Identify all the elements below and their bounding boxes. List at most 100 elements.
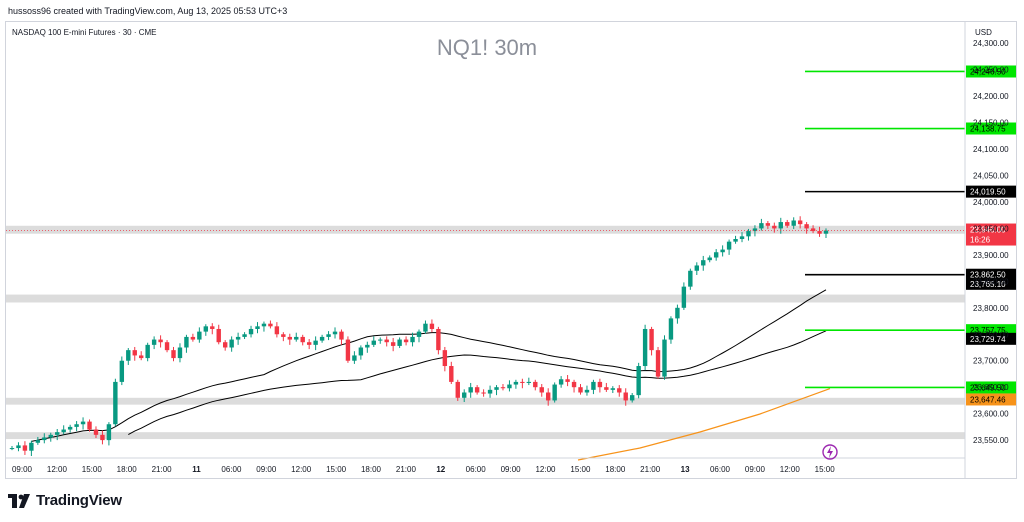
candle-body [313,340,318,345]
time-tick-label: 09:00 [12,465,33,474]
candle-body [203,326,209,332]
time-tick-label: 18:00 [605,465,626,474]
candle-body [222,342,228,348]
candle-body [171,350,176,359]
indicator-tag-label: 23,765.10 [970,280,1006,289]
price-tick-label: 23,650.00 [973,383,1009,392]
indicator-tag [966,332,1016,345]
candle-body [384,339,389,343]
ma-upper-line [31,289,827,442]
time-tick-label: 09:00 [745,465,766,474]
candle-body [636,366,641,396]
candle-body [248,328,254,335]
time-axis: 09:00 12:00 15:00 18:00 21:00 11 06:00 09:00 12:… [6,457,965,474]
level-tag-label: 23,757.75 [970,326,1006,335]
level-tag [966,185,1016,198]
price-tick-label: 23,850.00 [973,277,1009,286]
candle-body [29,442,34,451]
time-tick-label: 12:00 [780,465,801,474]
candle-body [67,426,73,430]
candle-body [287,336,292,340]
candle-body [494,387,499,390]
price-tick-label: 24,100.00 [973,145,1009,154]
level-tag-label: 24,246.50 [970,67,1006,76]
candle-body [797,220,803,225]
candle-body [190,336,196,340]
candle-body [707,257,712,261]
chart-frame[interactable] [5,21,1017,479]
candle-body [662,339,667,377]
candle-body [429,323,435,329]
candle-body [474,387,480,393]
candle-body [268,323,273,327]
price-tick-label: 23,750.00 [973,330,1009,339]
candle-body [371,340,376,345]
candle-body [513,381,519,385]
indicator-tag [966,393,1016,406]
level-tag-label: 24,019.50 [970,188,1006,197]
candle-body [106,424,112,441]
candle-body [306,342,312,345]
level-tag-label: 23,862.50 [970,271,1006,280]
price-tick-label: 23,800.00 [973,304,1009,313]
candle-body [823,230,829,234]
level-tag [966,268,1016,281]
candle-body [675,307,680,319]
candle-body [629,395,635,401]
candle-body [42,437,47,441]
candle-body [739,236,745,239]
candle-body [100,434,105,441]
zone-band [6,225,965,234]
last-price-label: 23,946.00 [970,226,1006,235]
candle-body [810,228,816,232]
time-tick-label: 15:00 [570,465,591,474]
candle-body [158,339,163,343]
candle-body [326,334,331,337]
alert-icon[interactable] [822,444,838,460]
candle-body [423,323,428,332]
candle-body [546,392,551,401]
time-tick-label: 21:00 [396,465,417,474]
time-tick-label: 15:00 [815,465,836,474]
candle-body [487,389,493,394]
candle-body [365,344,370,348]
support-resistance-zones [6,225,965,440]
candle-body [410,336,415,343]
candle-body [319,336,325,341]
candle-body [397,339,402,346]
candle-body [455,381,460,398]
price-tick-label: 24,250.00 [973,66,1009,75]
candle-body [442,350,448,367]
candle-body [177,347,183,359]
candle-body [119,360,125,382]
time-tick-label: 06:00 [221,465,242,474]
candle-body [229,339,234,348]
time-tick-label: 21:00 [640,465,661,474]
candle-body [48,434,53,438]
candle-body [526,381,532,383]
price-tick-label: 23,550.00 [973,436,1009,445]
time-tick-label: 06:00 [466,465,487,474]
zone-band [6,397,965,405]
time-tick-label: 09:00 [256,465,277,474]
zone-band [6,294,965,303]
time-tick-label: 12:00 [47,465,68,474]
candle-body [164,342,170,351]
time-tick-label: 11 [192,465,201,474]
last-price-tag [966,223,1016,246]
candle-body [87,421,92,430]
time-tick-label: 15:00 [82,465,103,474]
time-tick-label: 12 [436,465,445,474]
candle-body [61,429,66,433]
candle-body [151,339,157,345]
candle-body [720,249,725,253]
candle-body [726,241,732,250]
candle-body [468,387,473,393]
candle-body [701,260,706,266]
candle-body [35,440,41,443]
time-tick-label: 12:00 [535,465,556,474]
candle-body [352,355,357,361]
price-tick-label: 23,900.00 [973,251,1009,260]
candle-body [668,318,674,340]
